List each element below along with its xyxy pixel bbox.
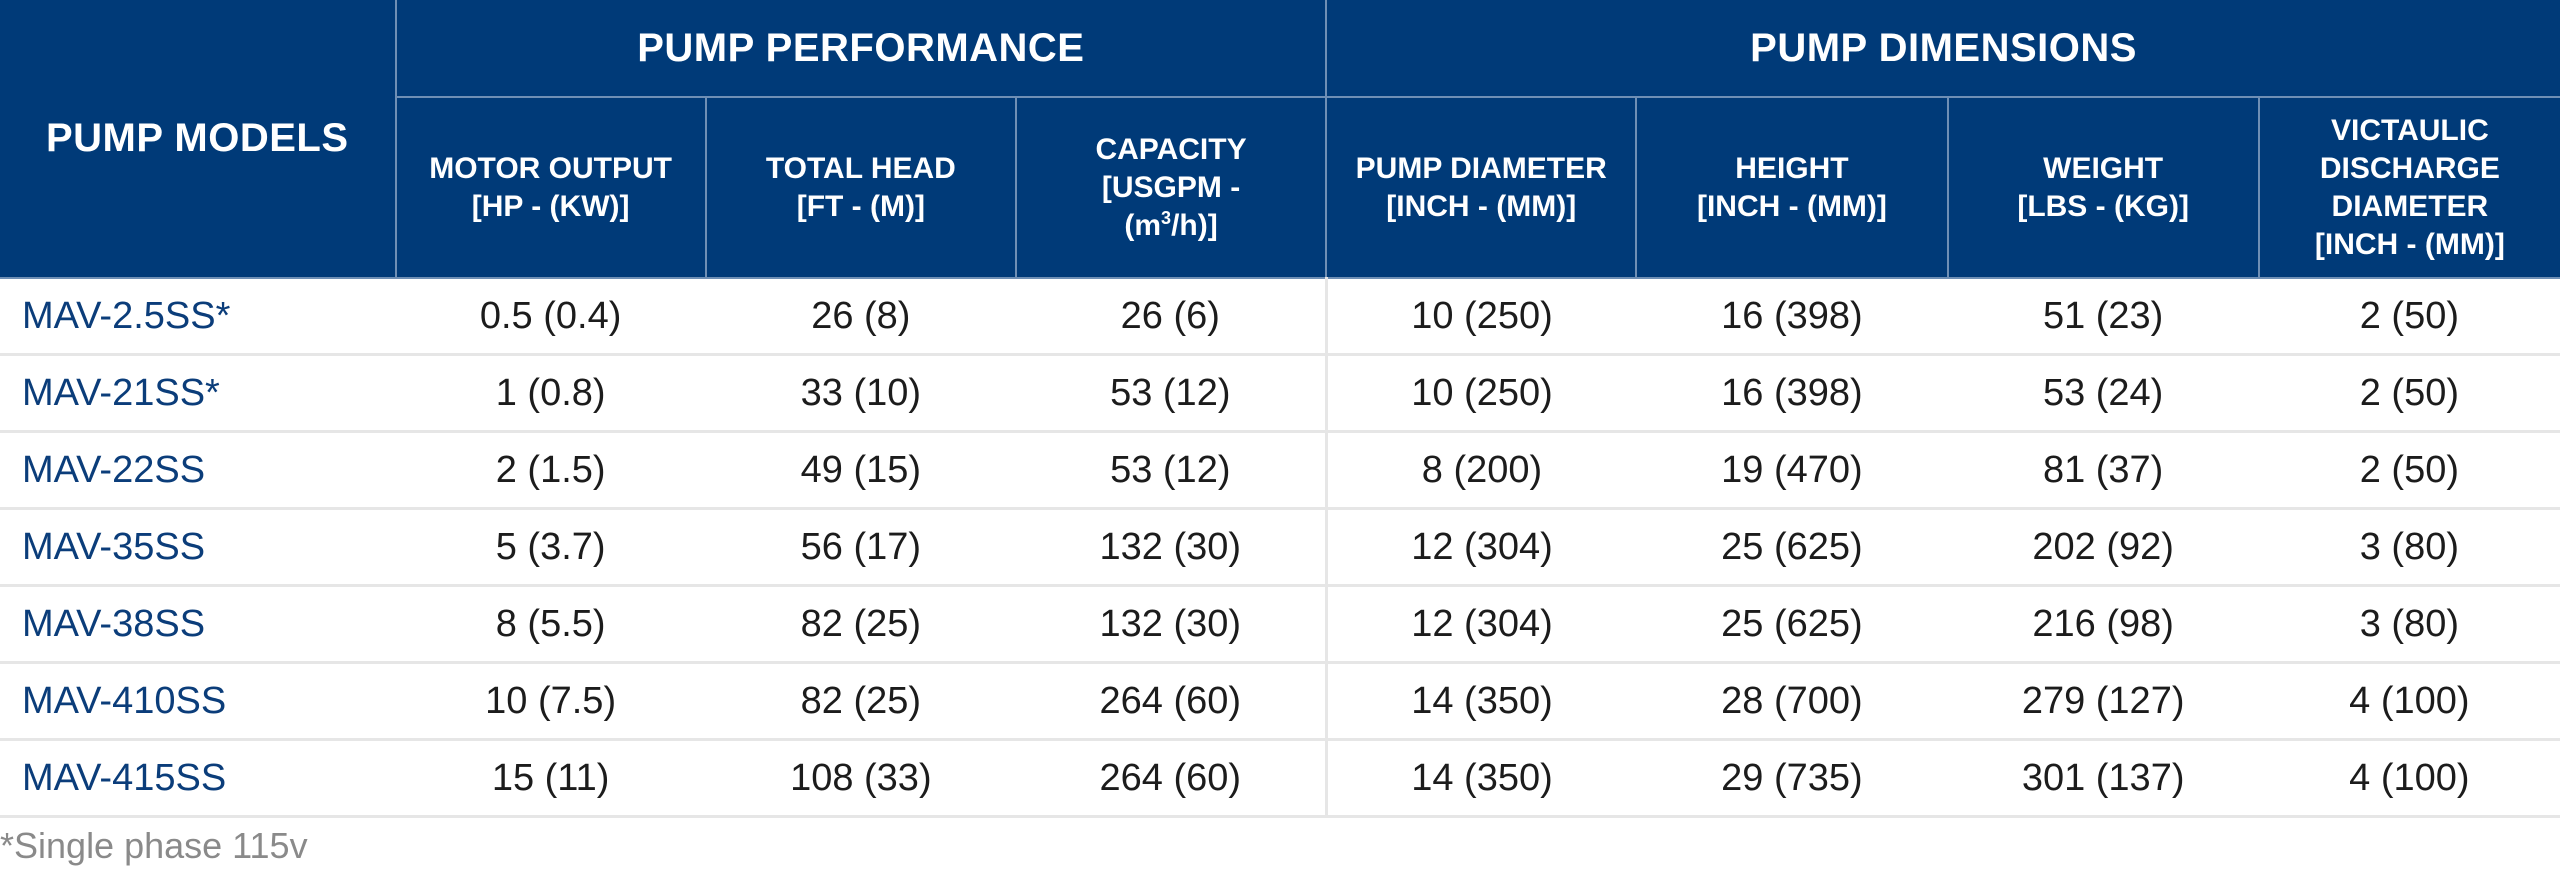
col-header-line: (m3/h)] [1017, 207, 1325, 245]
height-cell: 25 (625) [1636, 585, 1948, 664]
col-header-total-head: TOTAL HEAD [FT - (M)] [705, 97, 1017, 279]
weight-cell: 279 (127) [1947, 662, 2259, 741]
discharge-diameter-cell: 2 (50) [2258, 431, 2560, 510]
motor-output-cell: 2 (1.5) [395, 431, 706, 510]
motor-output-cell: 5 (3.7) [395, 508, 706, 587]
height-cell: 16 (398) [1636, 278, 1948, 356]
model-cell: MAV-38SS [0, 585, 396, 664]
pump-diameter-cell: 8 (200) [1324, 431, 1637, 510]
total-head-cell: 56 (17) [705, 508, 1016, 587]
model-cell: MAV-35SS [0, 508, 396, 587]
capacity-cell: 132 (30) [1015, 585, 1327, 664]
col-header-line: [HP - (KW)] [471, 189, 630, 223]
motor-output-cell: 1 (0.8) [395, 354, 706, 433]
col-header-line: PUMP DIAMETER [1355, 151, 1607, 185]
capacity-cell: 264 (60) [1015, 739, 1327, 818]
discharge-diameter-cell: 3 (80) [2258, 585, 2560, 664]
model-cell: MAV-21SS* [0, 354, 396, 433]
motor-output-cell: 0.5 (0.4) [395, 278, 706, 356]
weight-cell: 301 (137) [1947, 739, 2259, 818]
capacity-cell: 53 (12) [1015, 354, 1327, 433]
model-cell: MAV-410SS [0, 662, 396, 741]
total-head-cell: 49 (15) [705, 431, 1016, 510]
pump-diameter-cell: 12 (304) [1324, 508, 1637, 587]
col-header-line: [USGPM - [1101, 170, 1241, 204]
pump-diameter-cell: 14 (350) [1324, 739, 1637, 818]
discharge-diameter-cell: 2 (50) [2258, 354, 2560, 433]
table-row: MAV-35SS 5 (3.7) 56 (17) 132 (30) 12 (30… [0, 508, 2560, 587]
height-cell: 25 (625) [1636, 508, 1948, 587]
pump-diameter-cell: 10 (250) [1324, 278, 1637, 356]
col-header-weight: WEIGHT [LBS - (KG)] [1947, 97, 2260, 279]
height-cell: 19 (470) [1636, 431, 1948, 510]
col-header-motor-output: MOTOR OUTPUT [HP - (KW)] [395, 97, 707, 279]
col-header-line: MOTOR OUTPUT [429, 151, 673, 185]
total-head-cell: 82 (25) [705, 662, 1016, 741]
weight-cell: 53 (24) [1947, 354, 2259, 433]
footnote: *Single phase 115v [0, 825, 308, 866]
col-header-pump-diameter: PUMP DIAMETER [INCH - (MM)] [1326, 97, 1638, 279]
model-cell: MAV-415SS [0, 739, 396, 818]
table-row: MAV-2.5SS* 0.5 (0.4) 26 (8) 26 (6) 10 (2… [0, 278, 2560, 356]
col-header-height: HEIGHT [INCH - (MM)] [1636, 97, 1949, 279]
height-cell: 29 (735) [1636, 739, 1948, 818]
col-header-discharge-diameter: VICTAULIC DISCHARGE DIAMETER [INCH - (MM… [2258, 97, 2560, 279]
col-header-line: [INCH - (MM)] [1386, 189, 1577, 223]
discharge-diameter-cell: 4 (100) [2258, 662, 2560, 741]
header-row-columns: MOTOR OUTPUT [HP - (KW)] TOTAL HEAD [FT … [0, 97, 2560, 279]
col-header-line: [INCH - (MM)] [1696, 189, 1887, 223]
total-head-cell: 108 (33) [705, 739, 1016, 818]
pump-diameter-cell: 14 (350) [1324, 662, 1637, 741]
weight-cell: 216 (98) [1947, 585, 2259, 664]
pump-diameter-cell: 12 (304) [1324, 585, 1637, 664]
col-header-superscript: 3 [1161, 207, 1172, 228]
pump-spec-table: PUMP MODELS PUMP PERFORMANCE PUMP DIMENS… [0, 0, 2560, 818]
table-row: MAV-410SS 10 (7.5) 82 (25) 264 (60) 14 (… [0, 662, 2560, 741]
weight-cell: 81 (37) [1947, 431, 2259, 510]
col-header-line: HEIGHT [1735, 151, 1849, 185]
col-header-line: WEIGHT [2043, 151, 2164, 185]
col-header-line: [INCH - (MM)] [2314, 227, 2505, 261]
capacity-cell: 132 (30) [1015, 508, 1327, 587]
capacity-cell: 53 (12) [1015, 431, 1327, 510]
col-header-line: VICTAULIC [2330, 113, 2489, 147]
col-header-line: [FT - (M)] [796, 189, 925, 223]
table-row: MAV-415SS 15 (11) 108 (33) 264 (60) 14 (… [0, 739, 2560, 818]
weight-cell: 202 (92) [1947, 508, 2259, 587]
col-header-capacity: CAPACITY [USGPM - (m3/h)] [1015, 97, 1328, 279]
discharge-diameter-cell: 4 (100) [2258, 739, 2560, 818]
col-header-line: DISCHARGE [2319, 151, 2500, 185]
capacity-cell: 26 (6) [1015, 278, 1327, 356]
pump-models-header: PUMP MODELS [0, 0, 397, 279]
pump-diameter-cell: 10 (250) [1324, 354, 1637, 433]
total-head-cell: 82 (25) [705, 585, 1016, 664]
discharge-diameter-cell: 3 (80) [2258, 508, 2560, 587]
header-row-groups: PUMP MODELS PUMP PERFORMANCE PUMP DIMENS… [0, 0, 2560, 279]
col-header-text: /h)] [1171, 208, 1218, 242]
model-cell: MAV-22SS [0, 431, 396, 510]
col-header-line: CAPACITY [1095, 132, 1247, 166]
model-cell: MAV-2.5SS* [0, 278, 396, 356]
total-head-cell: 26 (8) [705, 278, 1016, 356]
motor-output-cell: 10 (7.5) [395, 662, 706, 741]
motor-output-cell: 8 (5.5) [395, 585, 706, 664]
discharge-diameter-cell: 2 (50) [2258, 278, 2560, 356]
height-cell: 28 (700) [1636, 662, 1948, 741]
height-cell: 16 (398) [1636, 354, 1948, 433]
col-header-text: (m [1124, 208, 1162, 242]
table-row: MAV-21SS* 1 (0.8) 33 (10) 53 (12) 10 (25… [0, 354, 2560, 433]
pump-dimensions-header: PUMP DIMENSIONS [1326, 0, 2560, 98]
col-header-line: TOTAL HEAD [765, 151, 956, 185]
table-row: MAV-22SS 2 (1.5) 49 (15) 53 (12) 8 (200)… [0, 431, 2560, 510]
weight-cell: 51 (23) [1947, 278, 2259, 356]
total-head-cell: 33 (10) [705, 354, 1016, 433]
motor-output-cell: 15 (11) [395, 739, 706, 818]
col-header-line: DIAMETER [2331, 189, 2489, 223]
col-header-line: [LBS - (KG)] [2017, 189, 2189, 223]
table-row: MAV-38SS 8 (5.5) 82 (25) 132 (30) 12 (30… [0, 585, 2560, 664]
pump-performance-header: PUMP PERFORMANCE [395, 0, 1328, 98]
capacity-cell: 264 (60) [1015, 662, 1327, 741]
